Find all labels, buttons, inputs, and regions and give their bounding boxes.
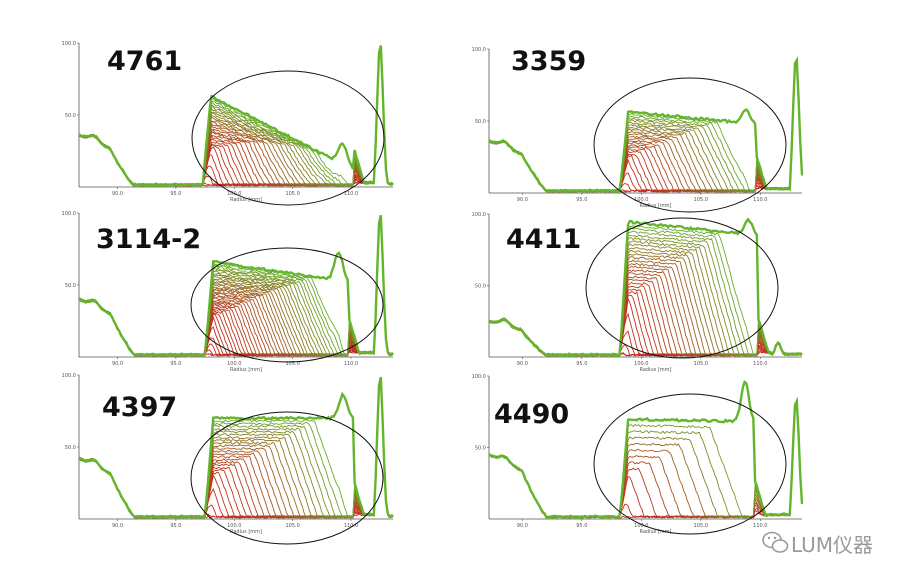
highlight-ellipse (593, 77, 787, 213)
x-axis-label: Radius [mm] (230, 367, 262, 373)
highlight-ellipse (593, 393, 787, 535)
x-tick-label: 110.0 (753, 361, 767, 367)
x-tick-label: 105.0 (285, 191, 299, 197)
panel-title: 4397 (102, 392, 177, 423)
x-axis-label: Radius [mm] (640, 367, 672, 373)
highlight-ellipse (190, 247, 384, 363)
panel-title: 3114-2 (96, 224, 201, 255)
x-tick-label: 110.0 (344, 191, 358, 197)
x-tick-label: 110.0 (753, 197, 767, 203)
y-tick-label: 100.0 (472, 212, 486, 218)
y-tick-label: 100.0 (62, 373, 76, 379)
x-tick-label: 90.0 (517, 361, 528, 367)
panel-title: 3359 (511, 46, 586, 77)
series-line (488, 318, 803, 357)
series-line (78, 377, 394, 520)
y-tick-label: 50.0 (65, 283, 76, 289)
x-tick-label: 105.0 (694, 361, 708, 367)
series-line (488, 247, 803, 357)
x-tick-label: 105.0 (285, 361, 299, 367)
chart-panel-6: 100.0 50.0 90.0 95.0 100.0 105.0 110.0 Radius [… (472, 374, 804, 535)
series-line (488, 380, 804, 520)
series-line (78, 215, 394, 358)
series-line (488, 253, 803, 357)
x-tick-label: 90.0 (517, 197, 528, 203)
x-tick-label: 110.0 (344, 523, 358, 529)
watermark: LUM仪器 (762, 531, 873, 557)
x-tick-label: 100.0 (227, 523, 241, 529)
chart-panel-3: 100.0 50.0 90.0 95.0 100.0 105.0 110.0 Radius [… (62, 211, 394, 373)
x-tick-label: 90.0 (112, 361, 123, 367)
y-tick-label: 100.0 (472, 47, 486, 53)
x-tick-label: 100.0 (634, 361, 648, 367)
x-tick-label: 110.0 (753, 523, 767, 529)
x-tick-label: 90.0 (112, 523, 123, 529)
series-line (78, 45, 394, 188)
x-tick-label: 95.0 (170, 191, 181, 197)
y-tick-label: 100.0 (62, 41, 76, 47)
x-axis-label: Radius [mm] (640, 203, 672, 209)
y-tick-label: 100.0 (472, 374, 486, 380)
y-tick-label: 50.0 (475, 284, 486, 290)
x-tick-label: 105.0 (694, 523, 708, 529)
x-axis-label: Radius [mm] (230, 529, 262, 535)
series-line (488, 312, 803, 357)
x-axis-label: Radius [mm] (640, 529, 672, 535)
x-tick-label: 95.0 (170, 361, 181, 367)
series-line (488, 240, 803, 357)
y-tick-label: 50.0 (475, 446, 486, 452)
series-line (488, 56, 804, 194)
x-tick-label: 95.0 (576, 523, 587, 529)
y-tick-label: 100.0 (62, 211, 76, 217)
x-tick-label: 100.0 (634, 197, 648, 203)
y-tick-label: 50.0 (65, 113, 76, 119)
x-tick-label: 95.0 (576, 197, 587, 203)
x-tick-label: 100.0 (634, 523, 648, 529)
panel-title: 4761 (107, 46, 182, 77)
x-tick-label: 90.0 (517, 523, 528, 529)
highlight-ellipse (190, 411, 384, 545)
highlight-ellipse (585, 217, 779, 359)
x-tick-label: 95.0 (170, 523, 181, 529)
y-tick-label: 50.0 (65, 445, 76, 451)
series-line (488, 243, 803, 357)
series-line (488, 318, 803, 357)
chart-panel-5: 100.0 50.0 90.0 95.0 100.0 105.0 110.0 Radius [… (62, 373, 394, 545)
panel-title: 4490 (494, 399, 569, 430)
panel-title: 4411 (506, 224, 581, 255)
highlight-ellipse (191, 70, 385, 206)
x-axis-label: Radius [mm] (230, 197, 262, 203)
wechat-icon (762, 531, 789, 553)
x-tick-label: 90.0 (112, 191, 123, 197)
x-tick-label: 100.0 (227, 361, 241, 367)
x-tick-label: 105.0 (694, 197, 708, 203)
chart-panel-4: 100.0 50.0 90.0 95.0 100.0 105.0 110.0 Radius [… (472, 212, 803, 373)
x-tick-label: 95.0 (576, 361, 587, 367)
watermark-text: LUM仪器 (791, 533, 873, 557)
x-tick-label: 105.0 (285, 523, 299, 529)
chart-panel-2: 100.0 50.0 90.0 95.0 100.0 105.0 110.0 Radius [… (472, 46, 804, 213)
series-line (488, 250, 803, 357)
x-tick-label: 110.0 (344, 361, 358, 367)
y-tick-label: 50.0 (475, 119, 486, 125)
